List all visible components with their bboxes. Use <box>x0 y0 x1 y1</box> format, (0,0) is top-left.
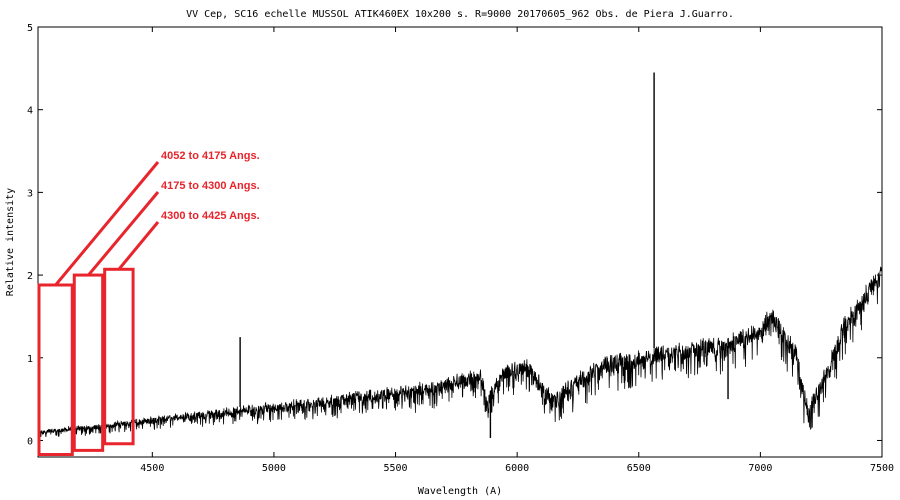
x-tick-label: 6000 <box>505 463 529 474</box>
chart-title: VV Cep, SC16 echelle MUSSOL ATIK460EX 10… <box>186 9 734 20</box>
x-axis-label: Wavelength (A) <box>418 486 502 497</box>
x-tick-label: 6500 <box>627 463 651 474</box>
plot-frame <box>37 26 883 458</box>
annotation-box <box>72 273 105 452</box>
y-axis-label: Relative intensity <box>5 188 16 296</box>
x-tick-label: 7000 <box>748 463 772 474</box>
x-tick-label: 7500 <box>870 463 894 474</box>
y-tick-label: 1 <box>27 354 33 365</box>
spectrum-layer <box>37 72 883 438</box>
annotation-layer: 4052 to 4175 Angs. 4175 to 4300 Angs. 4300… <box>37 150 260 457</box>
y-tick-label: 4 <box>27 106 33 117</box>
annotation-box <box>103 267 135 446</box>
x-tick-label: 5000 <box>262 463 286 474</box>
y-tick-label: 3 <box>27 188 33 199</box>
axis-ticks: 4500 5000 5500 6000 6500 7000 7500 0 1 2 3 4 5 <box>27 23 894 474</box>
x-tick-label: 5500 <box>383 463 407 474</box>
annotation-leader-line <box>54 161 160 286</box>
spectrum-line <box>37 266 883 438</box>
x-tick-label: 4500 <box>140 463 164 474</box>
annotation-label: 4052 to 4175 Angs. <box>161 150 260 162</box>
annotation-leader-line <box>117 221 160 271</box>
annotation-leader-line <box>87 191 160 277</box>
annotation-label: 4175 to 4300 Angs. <box>161 180 260 192</box>
y-tick-label: 2 <box>27 271 33 282</box>
y-tick-label: 0 <box>27 436 33 447</box>
annotation-label: 4300 to 4425 Angs. <box>161 210 260 222</box>
y-tick-label: 5 <box>27 23 33 34</box>
